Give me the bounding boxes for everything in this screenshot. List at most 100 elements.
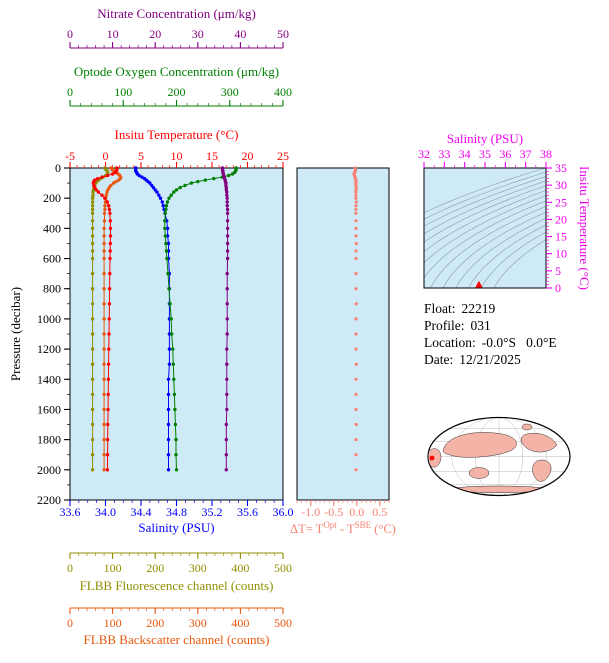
location-value: -0.0°S 0.0°E [481, 335, 557, 350]
tick-label: 20 [555, 212, 567, 226]
salinity-axis-title: Salinity (PSU) [138, 520, 215, 535]
tick-label: 20 [149, 27, 161, 41]
tick-label: 600 [43, 252, 61, 266]
delta-t-panel-bg [297, 168, 389, 500]
delta-t-axis-title: ΔT= TOpt - TSBE (°C) [258, 520, 428, 537]
date-info-line: Date: 12/21/2025 [424, 351, 557, 368]
tick-label: 2000 [37, 463, 61, 477]
tick-label: 35.6 [237, 505, 258, 519]
float-info-line: Float: 22219 [424, 300, 557, 317]
float-value: 22219 [461, 301, 496, 316]
ts-float-marker [474, 280, 483, 289]
continent-south-america [532, 459, 552, 482]
tick-label: 0 [55, 161, 61, 175]
date-label: Date: [424, 352, 454, 367]
tick-label: 5 [555, 264, 561, 278]
tick-label: 1800 [37, 433, 61, 447]
oxygen-axis-title: Optode Oxygen Concentration (μm/kg) [73, 64, 280, 79]
tick-label: 30 [192, 27, 204, 41]
tick-label: 2200 [37, 493, 61, 507]
tick-label: 400 [274, 85, 292, 99]
tick-label: 0.0 [349, 505, 364, 519]
tick-label: 20 [242, 149, 254, 163]
date-value: 12/21/2025 [459, 352, 521, 367]
profile-label: Profile: [424, 318, 465, 333]
tick-label: 0 [67, 561, 73, 575]
tick-label: -5 [65, 149, 75, 163]
delta-t-title-part: ΔT= T [290, 522, 324, 537]
tick-label: 300 [189, 616, 207, 630]
delta-t-title-sup-opt: Opt [323, 520, 337, 530]
tick-label: 33.6 [60, 505, 81, 519]
tick-label: 32 [418, 147, 430, 161]
tick-label: 0 [67, 27, 73, 41]
float-label: Float: [424, 301, 456, 316]
world-map [427, 416, 571, 497]
tick-label: 15 [555, 230, 567, 244]
axis [69, 607, 284, 614]
tick-label: 100 [114, 85, 132, 99]
continent-eurasia [442, 432, 517, 458]
tick-label: 30 [555, 178, 567, 192]
continent-australia [468, 467, 490, 479]
tick-label: 25 [277, 149, 289, 163]
backscatter-axis-title: FLBB Backscatter channel (counts) [83, 632, 270, 647]
tick-label: 34.8 [166, 505, 187, 519]
axis [423, 162, 547, 168]
tick-label: 25 [555, 195, 567, 209]
tick-label: 35 [555, 161, 567, 175]
tick-label: 1000 [37, 312, 61, 326]
tick-label: 200 [43, 191, 61, 205]
pressure-axis [64, 167, 70, 501]
axis [296, 500, 390, 506]
backscatter-profile [102, 166, 123, 472]
tick-label: 10 [171, 149, 183, 163]
axis [69, 500, 284, 506]
ts-panel-bg [424, 168, 546, 288]
temperature-axis-title: Insitu Temperature (°C) [114, 127, 239, 142]
delta-t-profile [352, 166, 358, 472]
continent-greenland [521, 423, 533, 431]
tick-label: 500 [274, 561, 292, 575]
oxygen-profile [163, 166, 238, 472]
tick-label: 0 [67, 616, 73, 630]
ts-temperature-axis-title: Insitu Temperature (°C) [577, 166, 592, 290]
location-label: Location: [424, 335, 476, 350]
tick-label: 0 [67, 85, 73, 99]
axis [69, 42, 284, 49]
ts-temperature-axis [546, 167, 552, 289]
tick-label: 100 [104, 561, 122, 575]
tick-label: 400 [231, 561, 249, 575]
tick-label: 300 [221, 85, 239, 99]
tick-label: -1.0 [301, 505, 320, 519]
axis [69, 162, 284, 168]
tick-label: 33 [438, 147, 450, 161]
profile-value: 031 [470, 318, 491, 333]
tick-label: 36.0 [273, 505, 294, 519]
density-contours [424, 168, 546, 288]
tick-label: 10 [555, 247, 567, 261]
globe-content [428, 418, 570, 495]
tick-label: 100 [104, 616, 122, 630]
tick-label: 38 [540, 147, 552, 161]
tick-label: 200 [168, 85, 186, 99]
nitrate-axis-title: Nitrate Concentration (μm/kg) [97, 6, 256, 21]
tick-label: 50 [277, 27, 289, 41]
pressure-axis-title: Pressure (decibar) [8, 286, 23, 382]
tick-label: 200 [146, 616, 164, 630]
tick-label: 200 [146, 561, 164, 575]
temperature-profile [91, 166, 119, 472]
tick-label: 500 [274, 616, 292, 630]
tick-label: 300 [189, 561, 207, 575]
delta-t-title-part: - T [336, 522, 355, 537]
delta-t-title-part: (°C) [371, 522, 396, 537]
tick-label: -0.5 [324, 505, 343, 519]
tick-label: 10 [107, 27, 119, 41]
tick-label: 0 [555, 281, 561, 295]
profile-info-line: Profile: 031 [424, 317, 557, 334]
tick-label: 400 [231, 616, 249, 630]
axis [69, 100, 284, 107]
tick-label: 0 [103, 149, 109, 163]
